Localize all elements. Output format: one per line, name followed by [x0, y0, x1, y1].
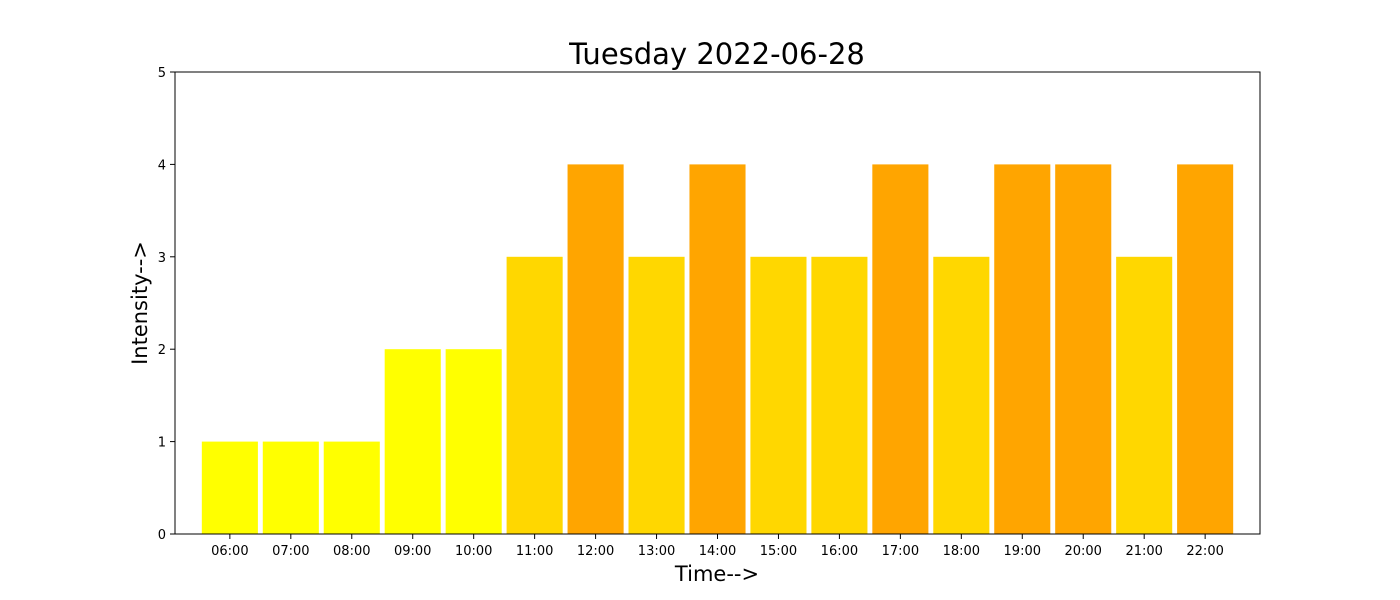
bar-1600 [811, 256, 868, 534]
y-tick-label: 5 [158, 66, 166, 81]
x-axis-ticks: 06:00 07:00 08:00 09:00 10:00 11:00 12:00 13:00… [211, 534, 1224, 559]
x-tick-label: 22:00 [1186, 544, 1223, 559]
x-tick-label: 08:00 [333, 544, 370, 559]
bars-group [201, 164, 1234, 534]
x-tick-label: 06:00 [211, 544, 248, 559]
x-tick-label: 20:00 [1064, 544, 1101, 559]
x-tick-label: 21:00 [1125, 544, 1162, 559]
x-tick-label: 19:00 [1004, 544, 1041, 559]
x-tick-label: 14:00 [699, 544, 736, 559]
bar-1800 [933, 256, 990, 534]
y-axis-label: Intensity--> [128, 241, 152, 365]
x-tick-label: 17:00 [882, 544, 919, 559]
x-tick-label: 15:00 [760, 544, 797, 559]
x-axis-label: Time--> [674, 562, 759, 586]
y-tick-label: 3 [158, 251, 166, 266]
x-tick-label: 18:00 [943, 544, 980, 559]
bar-1300 [628, 256, 685, 534]
x-tick-label: 16:00 [821, 544, 858, 559]
bar-0800 [323, 441, 380, 534]
y-tick-label: 4 [158, 158, 166, 173]
bar-1500 [750, 256, 807, 534]
bar-2200 [1177, 164, 1234, 534]
bar-1200 [567, 164, 624, 534]
bar-1100 [506, 256, 563, 534]
y-tick-label: 1 [158, 436, 166, 451]
bar-2100 [1116, 256, 1173, 534]
bar-1000 [445, 349, 502, 534]
x-tick-label: 09:00 [394, 544, 431, 559]
y-tick-label: 0 [158, 528, 166, 543]
x-tick-label: 07:00 [272, 544, 309, 559]
bar-1900 [994, 164, 1051, 534]
bar-0900 [384, 349, 441, 534]
x-tick-label: 11:00 [516, 544, 553, 559]
bar-2000 [1055, 164, 1112, 534]
chart-title: Tuesday 2022-06-28 [568, 37, 865, 71]
y-axis-ticks: 0 1 2 3 4 5 [158, 66, 175, 543]
y-tick-label: 2 [158, 343, 166, 358]
bar-0700 [262, 441, 319, 534]
bar-1400 [689, 164, 746, 534]
bar-1700 [872, 164, 929, 534]
x-tick-label: 10:00 [455, 544, 492, 559]
x-tick-label: 13:00 [638, 544, 675, 559]
x-tick-label: 12:00 [577, 544, 614, 559]
bar-0600 [201, 441, 258, 534]
